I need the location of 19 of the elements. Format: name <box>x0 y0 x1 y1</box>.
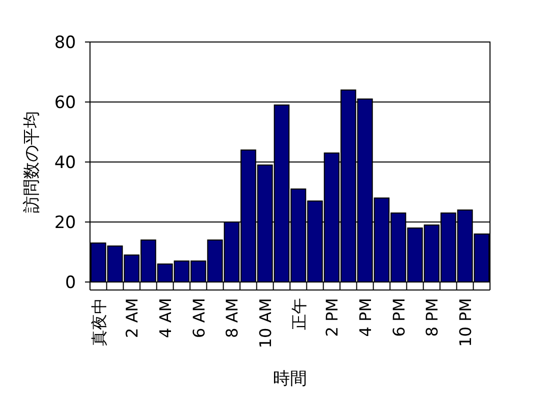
y-axis-title: 訪問数の平均 <box>22 111 42 213</box>
x-tick-label: 真夜中 <box>89 298 108 346</box>
y-tick-label: 20 <box>54 213 76 233</box>
y-tick-label: 40 <box>54 153 76 173</box>
x-tick-label: 2 AM <box>122 298 142 338</box>
x-tick-label: 8 AM <box>222 298 242 338</box>
x-tick-label: 正午 <box>289 298 308 330</box>
x-tick-label: 10 AM <box>256 298 275 348</box>
x-tick-label: 2 PM <box>322 298 342 337</box>
y-tick-label: 0 <box>65 273 76 293</box>
x-tick-label: 6 AM <box>189 298 208 338</box>
x-axis-title: 時間 <box>273 369 307 389</box>
x-tick-label: 6 PM <box>389 298 408 337</box>
y-tick-label: 80 <box>54 33 76 53</box>
x-tick-label: 4 AM <box>156 298 175 338</box>
x-tick-label: 8 PM <box>422 298 442 337</box>
x-tick-label: 10 PM <box>456 298 475 347</box>
x-tick-label: 4 PM <box>356 298 375 337</box>
y-tick-label: 60 <box>54 93 76 113</box>
